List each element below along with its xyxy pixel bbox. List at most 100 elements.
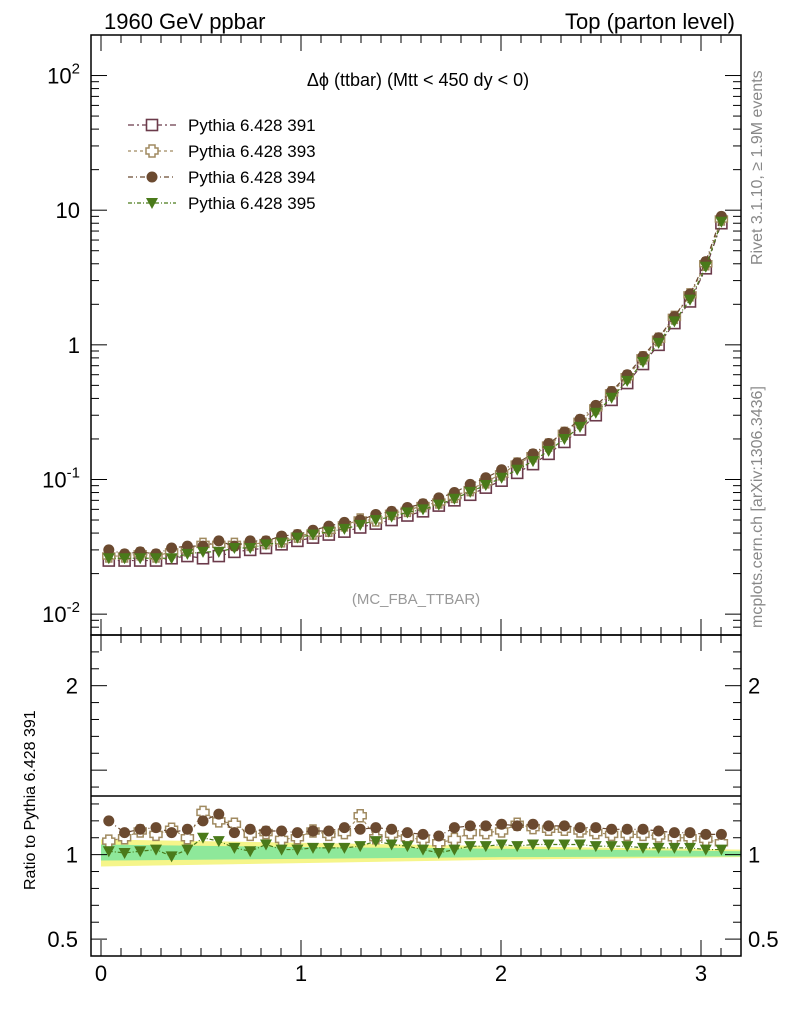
ratio-data-point — [668, 827, 680, 839]
ratio-series-line — [108, 813, 722, 837]
mcplots-reference-label: mcplots.cern.ch [arXiv:1306.3436] — [749, 386, 766, 628]
ratio-data-point — [212, 836, 225, 848]
ratio-data-series — [102, 805, 729, 863]
legend-marker — [146, 171, 158, 183]
main-y-tick-label: 102 — [47, 61, 80, 89]
data-point — [369, 515, 382, 527]
ratio-data-point — [260, 839, 272, 851]
data-point — [166, 542, 178, 554]
data-point — [417, 504, 429, 516]
ratio-data-point — [291, 827, 303, 839]
data-point — [589, 407, 602, 419]
ratio-data-point — [448, 844, 461, 856]
ratio-data-point — [291, 844, 304, 856]
ratio-data-point — [543, 820, 555, 832]
ratio-data-point — [338, 842, 351, 854]
ratio-data-point — [637, 823, 649, 835]
ratio-data-point — [653, 825, 665, 837]
ratio-plot-panel: 0.5 0.5 1 1 2 2 0 1 2 3 Ratio to Pythia 6.428 39… — [22, 634, 779, 986]
data-point — [495, 472, 508, 484]
ratio-data-point — [479, 841, 492, 853]
legend-marker — [146, 198, 158, 209]
legend: Pythia 6.428 391 Pythia 6.428 393 Pythia 6… — [128, 116, 316, 213]
data-point — [181, 540, 193, 552]
ratio-data-point — [464, 820, 476, 832]
ratio-data-point — [150, 844, 162, 856]
ratio-data-point — [181, 844, 194, 856]
data-point — [432, 499, 445, 511]
data-point — [401, 507, 414, 519]
header-energy-label: 1960 GeV ppbar — [104, 9, 265, 34]
data-point — [684, 294, 696, 306]
ratio-data-point — [715, 828, 727, 840]
main-y-tick-label: 10-2 — [42, 599, 80, 627]
ratio-y-axis: 0.5 0.5 1 1 2 2 — [47, 634, 779, 957]
ratio-data-point — [668, 842, 681, 854]
ratio-data-point — [542, 839, 555, 851]
ratio-data-point — [213, 808, 225, 820]
ratio-data-point — [417, 828, 429, 840]
ratio-data-point — [574, 839, 586, 851]
ratio-data-point — [590, 822, 602, 834]
ratio-series-line — [108, 837, 722, 857]
ratio-data-point — [684, 842, 696, 854]
data-point — [621, 375, 634, 387]
ratio-data-point — [496, 818, 508, 830]
data-point — [181, 548, 194, 560]
data-point — [103, 544, 115, 556]
ratio-data-point — [197, 815, 209, 827]
ratio-data-point — [699, 844, 712, 856]
data-point — [479, 480, 492, 492]
legend-marker — [145, 144, 159, 158]
ratio-data-point — [637, 842, 649, 854]
ratio-data-point — [134, 846, 147, 858]
ratio-data-point — [495, 839, 508, 851]
ratio-data-point — [150, 822, 162, 834]
data-point — [464, 486, 477, 498]
ratio-data-point — [527, 839, 539, 851]
data-point — [496, 464, 508, 476]
ratio-data-point — [180, 830, 195, 845]
data-point — [385, 511, 398, 523]
data-point — [102, 553, 115, 565]
ratio-data-point — [370, 822, 382, 834]
plot-title: Δϕ (ttbar) (Mtt < 450 dy < 0) — [307, 70, 529, 90]
ratio-y-tick-label-right: 0.5 — [748, 927, 779, 952]
data-point — [291, 532, 304, 544]
ratio-data-point — [354, 823, 366, 835]
ratio-data-point — [353, 809, 367, 823]
ratio-data-point — [244, 823, 256, 835]
ratio-data-point — [480, 820, 492, 832]
x-tick-label: 3 — [695, 961, 707, 986]
ratio-y-tick-label-right: 1 — [748, 843, 760, 868]
data-point — [511, 464, 524, 476]
data-point — [542, 445, 555, 457]
analysis-watermark: (MC_FBA_TTBAR) — [352, 591, 480, 608]
ratio-data-point — [574, 822, 586, 834]
data-point — [134, 553, 147, 565]
data-point — [715, 216, 728, 228]
data-point — [354, 519, 367, 531]
ratio-data-point — [385, 839, 398, 851]
ratio-data-point — [511, 820, 523, 832]
ratio-data-point — [464, 841, 477, 853]
ratio-y-tick-label: 2 — [66, 674, 78, 699]
ratio-data-point — [621, 841, 634, 853]
ratio-data-point — [433, 830, 445, 842]
ratio-data-point — [307, 825, 319, 837]
ratio-data-point — [527, 818, 539, 830]
data-point — [150, 553, 162, 565]
ratio-y-axis-label: Ratio to Pythia 6.428 391 — [22, 710, 39, 890]
main-y-axis: 10-2 10-1 1 10 102 — [42, 34, 741, 636]
ratio-data-point — [338, 822, 350, 834]
ratio-data-point — [605, 841, 618, 853]
data-point — [275, 537, 288, 549]
ratio-data-point — [165, 851, 178, 863]
legend-label: Pythia 6.428 391 — [188, 116, 316, 135]
ratio-data-point — [684, 827, 696, 839]
ratio-y-tick-label-right: 2 — [748, 674, 760, 699]
legend-label: Pythia 6.428 395 — [188, 194, 316, 213]
data-point — [165, 553, 178, 565]
data-point — [213, 535, 225, 547]
